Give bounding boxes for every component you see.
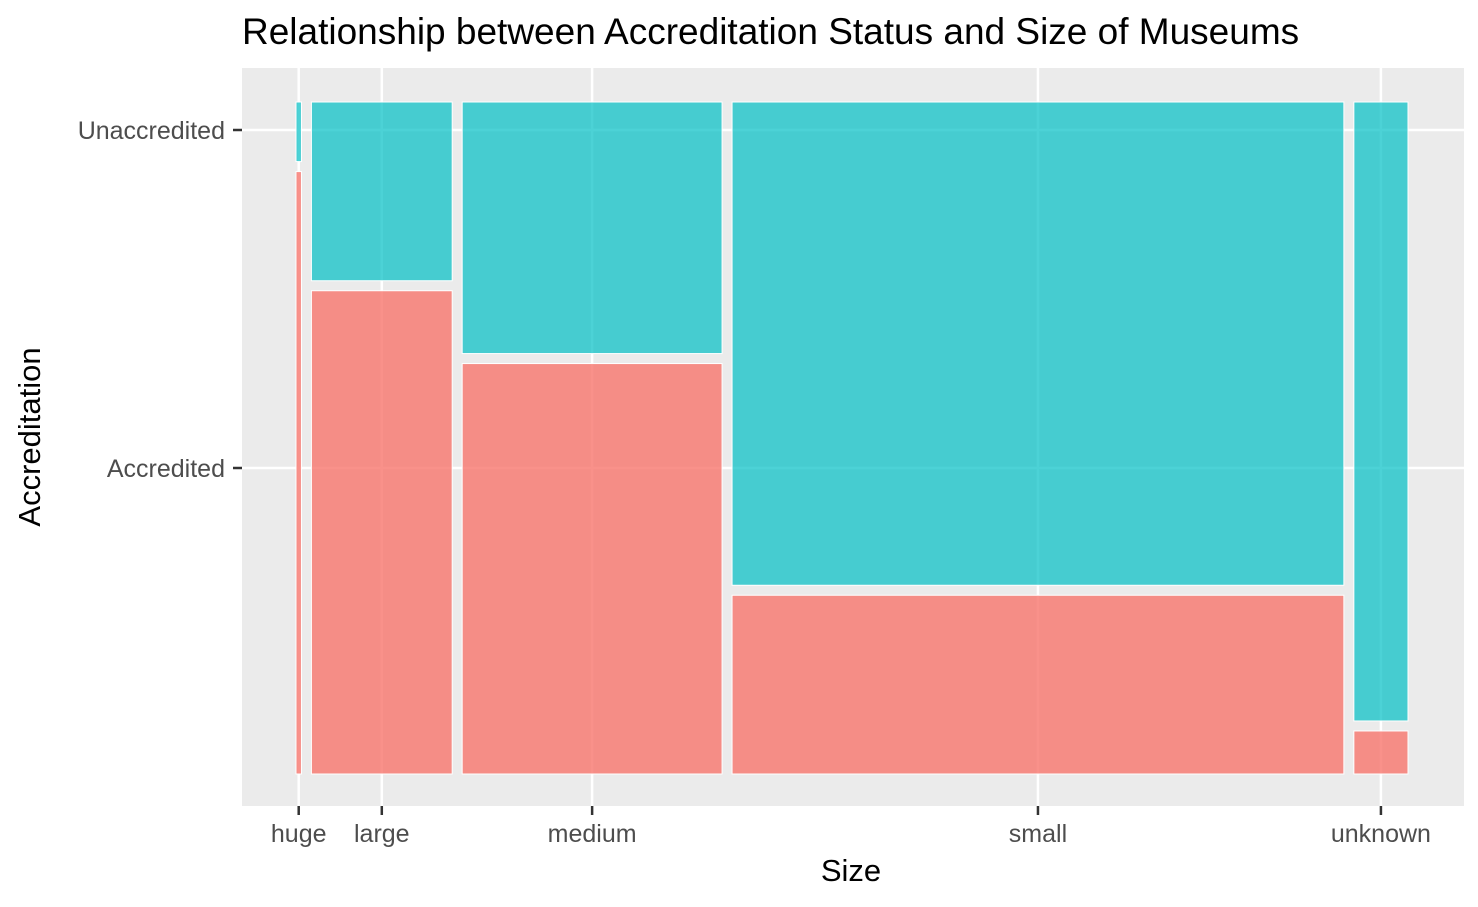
x-tick-label-huge: huge	[271, 820, 327, 848]
tile-unknown-accredited	[1353, 730, 1409, 775]
x-tick-label-large: large	[354, 820, 410, 848]
tile-huge-unaccredited	[295, 101, 302, 163]
tile-large-unaccredited	[310, 101, 453, 282]
x-tick-label-small: small	[1009, 820, 1067, 848]
tile-huge-accredited	[295, 171, 302, 775]
tile-medium-accredited	[461, 363, 723, 775]
tile-medium-unaccredited	[461, 101, 723, 355]
mosaic-tiles	[295, 101, 1409, 775]
y-axis-title: Accreditation	[12, 347, 47, 526]
axes: huge large medium small unknown Unaccredited A…	[78, 117, 1431, 848]
y-tick-label-unaccredited: Unaccredited	[78, 117, 225, 145]
y-tick-label-accredited: Accredited	[107, 455, 225, 483]
tile-small-unaccredited	[731, 101, 1345, 586]
x-axis-title: Size	[821, 853, 881, 888]
chart-title: Relationship between Accreditation Statu…	[242, 11, 1299, 52]
x-tick-label-medium: medium	[548, 820, 637, 848]
x-tick-label-unknown: unknown	[1331, 820, 1431, 848]
tile-small-accredited	[731, 594, 1345, 775]
tile-large-accredited	[310, 290, 453, 775]
tile-unknown-unaccredited	[1353, 101, 1409, 722]
